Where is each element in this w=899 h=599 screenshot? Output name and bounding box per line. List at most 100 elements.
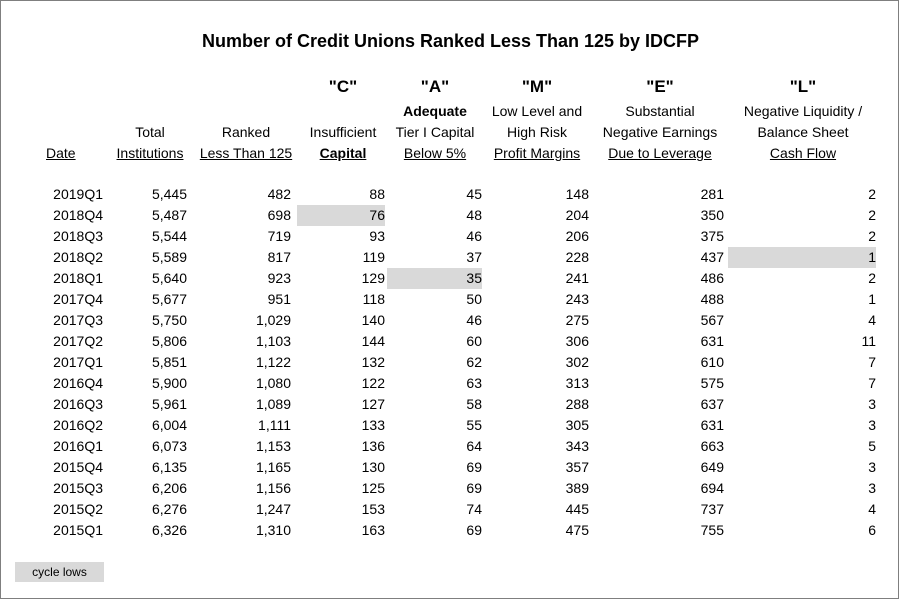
cell-c: 133	[361, 417, 385, 433]
cell-l: 2	[868, 207, 876, 223]
cell-ranked: 951	[267, 291, 291, 307]
cell-date: 2016Q1	[53, 438, 103, 454]
cell-a: 63	[466, 375, 482, 391]
cell-ranked: 1,029	[255, 312, 291, 328]
cell-a: 50	[466, 291, 482, 307]
cell-total: 5,589	[151, 249, 187, 265]
header-ranked-line1: Ranked	[221, 124, 271, 140]
cell-date: 2019Q1	[53, 186, 103, 202]
cell-m: 302	[565, 354, 589, 370]
cell-total: 5,445	[151, 186, 187, 202]
cell-e: 631	[700, 417, 724, 433]
cell-m: 357	[565, 459, 589, 475]
cell-total: 5,851	[151, 354, 187, 370]
cell-c: 127	[361, 396, 385, 412]
cell-c: 125	[361, 480, 385, 496]
cell-m: 204	[565, 207, 589, 223]
cell-e: 281	[700, 186, 724, 202]
cell-total: 5,961	[151, 396, 187, 412]
cell-m: 288	[565, 396, 589, 412]
cell-l: 7	[868, 375, 876, 391]
cell-e: 350	[700, 207, 724, 223]
cell-total: 6,004	[151, 417, 187, 433]
header-m-line2: High Risk	[507, 124, 567, 140]
cell-total: 6,073	[151, 438, 187, 454]
cell-a: 46	[466, 312, 482, 328]
cell-a: 55	[466, 417, 482, 433]
cell-c: 144	[361, 333, 385, 349]
cell-l: 3	[868, 459, 876, 475]
cell-e: 631	[700, 333, 724, 349]
header-a: "A" Adequate Tier I Capital Below 5%	[387, 75, 483, 164]
cell-c: 153	[361, 501, 385, 517]
header-l-letter: "L"	[789, 77, 817, 96]
cell-l: 1	[728, 247, 876, 268]
cell-ranked: 1,156	[255, 480, 291, 496]
cell-date: 2017Q3	[53, 312, 103, 328]
cell-l: 11	[861, 333, 876, 349]
cell-a: 46	[466, 228, 482, 244]
cell-a: 69	[466, 522, 482, 538]
header-a-line2: Tier I Capital	[395, 124, 475, 140]
table-row: 2017Q1 5,851 1,122 132 62 302 610 7	[1, 352, 899, 373]
cell-l: 4	[868, 312, 876, 328]
cell-date: 2018Q2	[53, 249, 103, 265]
cell-ranked: 1,122	[255, 354, 291, 370]
cell-ranked: 1,247	[255, 501, 291, 517]
cell-total: 6,206	[151, 480, 187, 496]
cell-l: 3	[868, 417, 876, 433]
cell-l: 6	[868, 522, 876, 538]
cell-ranked: 1,111	[258, 417, 291, 433]
page-title: Number of Credit Unions Ranked Less Than…	[201, 31, 700, 51]
cell-a: 74	[466, 501, 482, 517]
header-l-line3: Cash Flow	[769, 145, 837, 161]
cell-a: 37	[466, 249, 482, 265]
cell-e: 663	[700, 438, 724, 454]
cell-a: 58	[466, 396, 482, 412]
cell-l: 3	[868, 480, 876, 496]
cell-l: 7	[868, 354, 876, 370]
header-total-line2: Institutions	[116, 145, 184, 161]
table-row: 2018Q3 5,544 719 93 46 206 375 2	[1, 226, 899, 247]
cell-ranked: 719	[267, 228, 291, 244]
header-a-line1: Adequate	[403, 103, 467, 119]
cell-ranked: 1,080	[255, 375, 291, 391]
cell-e: 755	[700, 522, 724, 538]
cell-m: 275	[565, 312, 589, 328]
cell-date: 2017Q1	[53, 354, 103, 370]
cell-date: 2018Q1	[53, 270, 103, 286]
cell-total: 5,750	[151, 312, 187, 328]
table-row: 2018Q1 5,640 923 129 35 241 486 2	[1, 268, 899, 289]
header-date: Date	[46, 143, 76, 164]
table-row: 2019Q1 5,445 482 88 45 148 281 2	[1, 184, 899, 205]
cell-c: 136	[361, 438, 385, 454]
table-row: 2017Q2 5,806 1,103 144 60 306 631 11	[1, 331, 899, 352]
cell-a: 60	[466, 333, 482, 349]
header-c-letter: "C"	[328, 77, 358, 96]
cell-a: 64	[466, 438, 482, 454]
header-c-line2: Capital	[319, 145, 367, 161]
cell-a: 69	[466, 459, 482, 475]
cell-c: 93	[369, 228, 385, 244]
cell-a: 48	[466, 207, 482, 223]
cell-c: 129	[361, 270, 385, 286]
header-e-letter: "E"	[646, 77, 674, 96]
cell-e: 567	[700, 312, 724, 328]
cell-date: 2018Q3	[53, 228, 103, 244]
cell-date: 2015Q3	[53, 480, 103, 496]
table-row: 2015Q2 6,276 1,247 153 74 445 737 4	[1, 499, 899, 520]
cell-m: 243	[565, 291, 589, 307]
cell-m: 445	[565, 501, 589, 517]
cell-c: 88	[369, 186, 385, 202]
cell-total: 5,677	[151, 291, 187, 307]
header-total-line1: Total	[135, 124, 165, 140]
cell-e: 737	[700, 501, 724, 517]
cell-l: 2	[868, 228, 876, 244]
cell-e: 610	[700, 354, 724, 370]
cell-e: 486	[700, 270, 724, 286]
cell-a: 45	[466, 186, 482, 202]
cell-l: 4	[868, 501, 876, 517]
cell-date: 2016Q4	[53, 375, 103, 391]
table-row: 2015Q3 6,206 1,156 125 69 389 694 3	[1, 478, 899, 499]
